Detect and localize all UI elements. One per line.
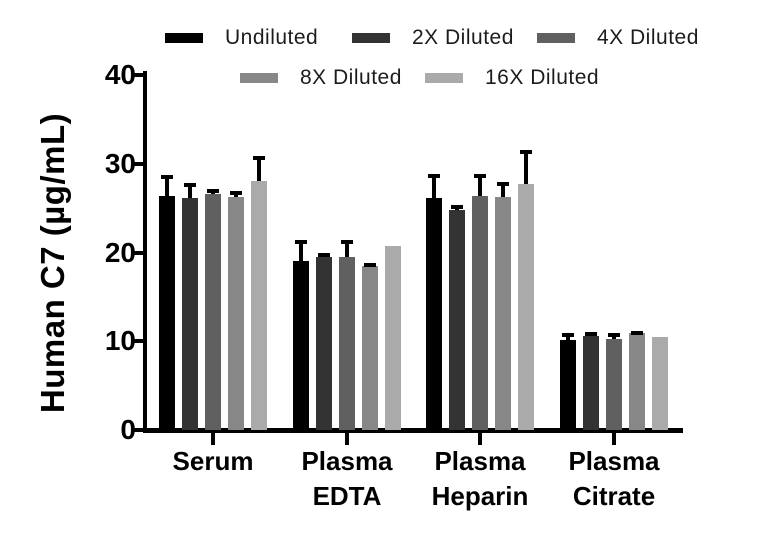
bar	[159, 195, 175, 430]
x-axis-category-line: Plasma	[568, 446, 660, 476]
legend-swatch	[165, 33, 203, 43]
error-bar-stem	[524, 150, 528, 185]
x-axis-line	[143, 428, 683, 433]
y-tick-mark	[133, 339, 145, 344]
legend-item: 2X Diluted	[352, 26, 514, 49]
error-bar-cap	[562, 333, 574, 338]
legend-item: 4X Diluted	[537, 26, 699, 49]
bar	[182, 198, 198, 430]
error-bar-cap	[520, 150, 532, 155]
error-bar-cap	[253, 155, 265, 160]
legend-label: 16X Diluted	[485, 66, 600, 89]
bar	[228, 197, 244, 430]
error-bar-cap	[161, 175, 173, 180]
bar	[606, 338, 622, 430]
error-bar-cap	[631, 330, 643, 335]
error-bar-cap	[341, 240, 353, 245]
y-tick-label: 20	[104, 236, 136, 268]
y-axis-line	[143, 71, 147, 432]
error-bar-cap	[364, 263, 376, 268]
y-tick-mark	[133, 73, 145, 77]
error-bar-cap	[451, 205, 463, 210]
x-tick-mark	[211, 433, 215, 445]
y-tick-label: 40	[104, 59, 136, 90]
legend-swatch	[425, 73, 463, 83]
error-bar-stem	[345, 240, 349, 257]
error-bar-cap	[184, 183, 196, 188]
error-bar-stem	[188, 183, 192, 199]
error-bar-cap	[585, 332, 597, 337]
x-axis-category-label: Plasma Citrate	[526, 444, 702, 514]
legend-item: 16X Diluted	[425, 66, 600, 89]
bar	[472, 195, 488, 430]
y-tick-mark	[133, 428, 145, 432]
error-bar-cap	[318, 253, 330, 258]
bar	[316, 256, 332, 430]
legend-item: Undiluted	[165, 26, 319, 49]
error-bar-cap	[474, 173, 486, 178]
bar	[385, 246, 401, 430]
bar	[652, 336, 668, 430]
x-axis-category-line: Citrate	[572, 481, 656, 511]
bar	[518, 184, 534, 430]
x-axis-category-line: Heparin	[431, 481, 529, 511]
error-bar-cap	[207, 188, 219, 193]
bar	[293, 261, 309, 430]
bar	[205, 193, 221, 430]
bar	[629, 333, 645, 430]
y-tick-label: 10	[104, 325, 136, 357]
bar	[339, 256, 355, 430]
x-axis-category-line: Serum	[172, 446, 254, 476]
x-axis-category-line: Plasma	[301, 446, 393, 476]
error-bar-stem	[501, 181, 505, 197]
y-tick-mark	[133, 161, 145, 166]
legend-label: 4X Diluted	[597, 26, 699, 49]
bar	[362, 265, 378, 430]
legend-swatch	[537, 33, 575, 43]
x-axis-category-label: Serum	[125, 444, 301, 479]
legend-label: Undiluted	[225, 26, 319, 49]
x-tick-mark	[612, 433, 616, 445]
bar	[426, 198, 442, 430]
error-bar-cap	[608, 333, 620, 338]
y-tick-mark	[133, 250, 145, 255]
error-bar-stem	[257, 155, 261, 181]
x-axis-category-line: EDTA	[312, 481, 382, 511]
legend-swatch	[352, 33, 390, 43]
error-bar-stem	[165, 175, 169, 196]
y-tick-label: 0	[120, 414, 136, 445]
error-bar-cap	[428, 173, 440, 178]
error-bar-cap	[497, 181, 509, 186]
error-bar-cap	[295, 240, 307, 245]
legend-label: 8X Diluted	[300, 66, 402, 89]
error-bar-stem	[478, 173, 482, 196]
y-tick-label: 30	[104, 147, 136, 179]
x-tick-mark	[478, 433, 482, 445]
legend-item: 8X Diluted	[240, 66, 402, 89]
error-bar-stem	[432, 173, 436, 199]
error-bar-cap	[230, 191, 242, 196]
x-tick-mark	[345, 433, 349, 445]
bar	[560, 340, 576, 430]
bar	[449, 209, 465, 430]
x-axis-category-label: Plasma EDTA	[259, 444, 435, 514]
legend-swatch	[240, 73, 278, 83]
error-bar-stem	[299, 240, 303, 262]
bar	[583, 335, 599, 430]
legend-label: 2X Diluted	[412, 26, 514, 49]
bar	[495, 196, 511, 430]
bar	[251, 180, 267, 430]
x-axis-category-label: Plasma Heparin	[392, 444, 568, 514]
y-axis-title: Human C7 (µg/mL)	[34, 112, 71, 414]
x-axis-category-line: Plasma	[434, 446, 526, 476]
